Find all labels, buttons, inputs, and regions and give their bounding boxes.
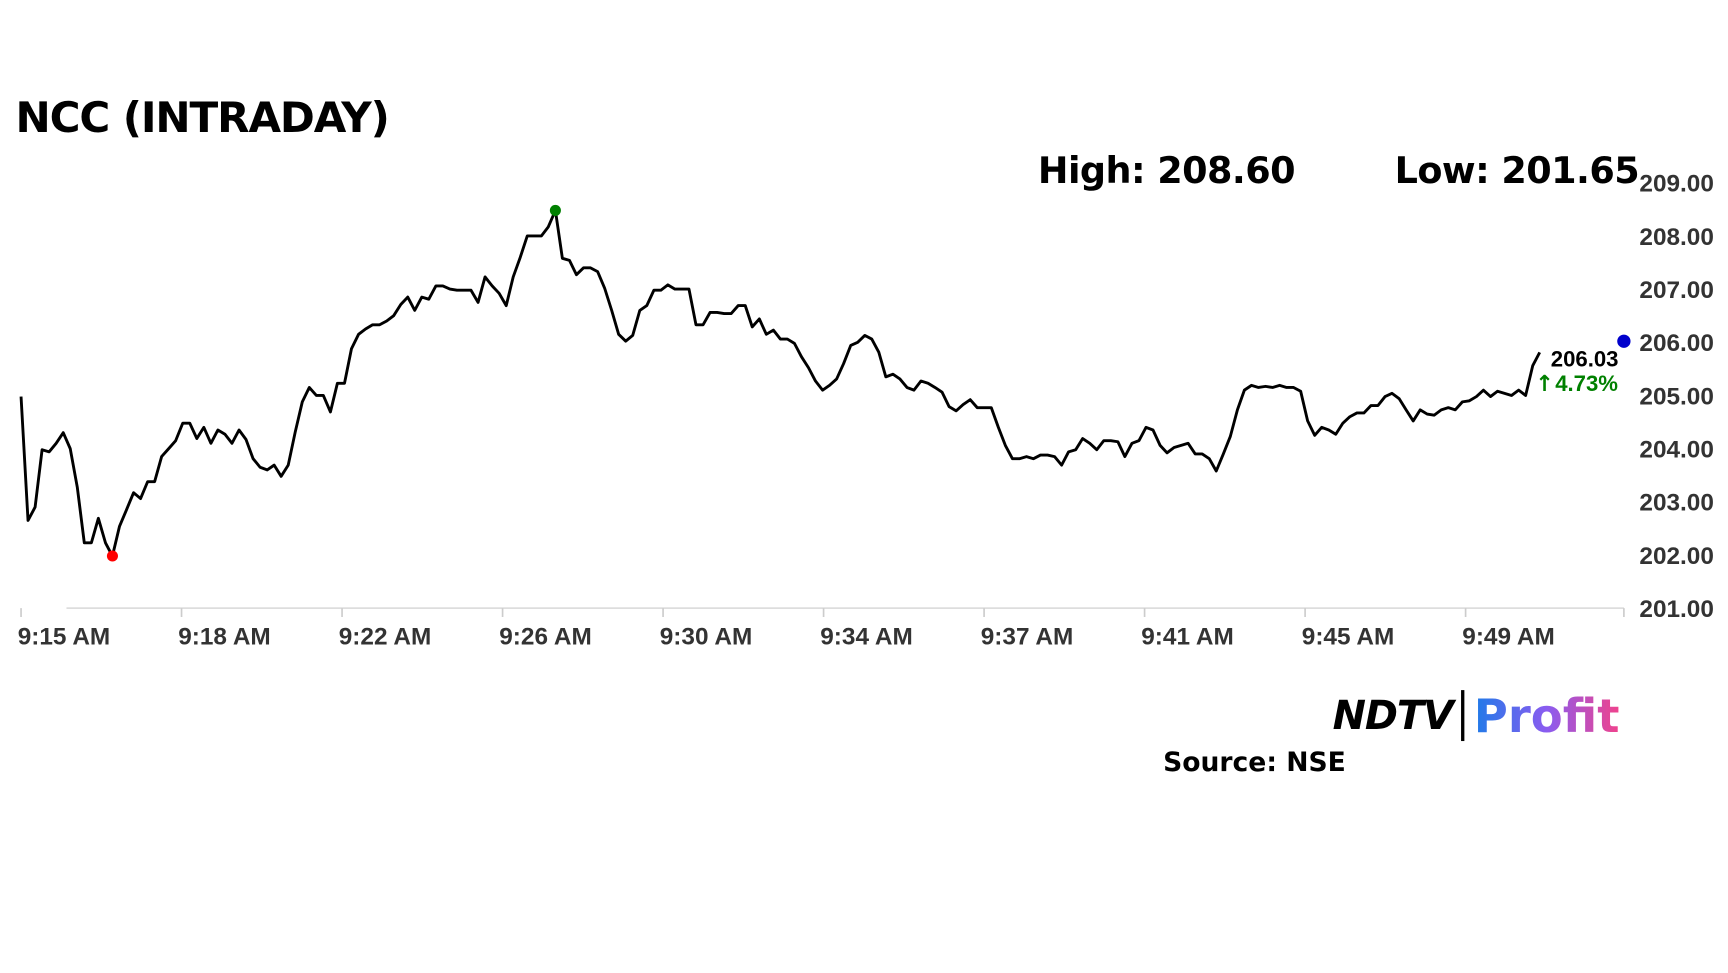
y-tick-label: 208.00 [1639,224,1714,251]
current-price-marker [1617,334,1631,348]
x-tick-label: 9:22 AM [339,624,432,651]
logo-divider [1461,690,1465,742]
low-marker [106,550,118,562]
x-tick-label: 9:41 AM [1141,624,1234,651]
x-tick-label: 9:37 AM [981,624,1074,651]
last-price-label: 206.03 [1551,347,1619,372]
y-tick-label: 205.00 [1639,383,1714,410]
chart-title: NCC (INTRADAY) [15,93,390,142]
change-percent-label: 4.73% [1555,371,1618,396]
ndtv-profit-logo: NDTV Profit [1332,688,1620,743]
y-tick-label: 209.00 [1639,171,1714,198]
y-tick-label: 206.00 [1639,330,1714,357]
source-label: Source: NSE [1163,746,1346,778]
x-tick-label: 9:34 AM [820,624,913,651]
y-tick-label: 207.00 [1639,277,1714,304]
x-tick-label: 9:45 AM [1302,624,1395,651]
price-line [19,209,1541,558]
y-tick-label: 204.00 [1639,436,1714,463]
x-tick-label: 9:30 AM [660,624,753,651]
up-arrow-icon: ↑ [1535,371,1554,397]
x-tick-label: 9:15 AM [18,624,111,651]
y-tick-label: 203.00 [1639,490,1714,517]
high-label: High: 208.60 [1037,148,1296,192]
y-tick-label: 201.00 [1639,596,1714,623]
logo-ndtv: NDTV [1332,692,1454,739]
x-tick-label: 9:49 AM [1462,624,1555,651]
x-tick-label: 9:18 AM [178,624,271,651]
low-label: Low: 201.65 [1394,148,1640,192]
high-marker [549,204,561,216]
y-tick-label: 202.00 [1639,543,1714,570]
logo-profit: Profit [1473,688,1620,743]
x-tick-label: 9:26 AM [499,624,592,651]
